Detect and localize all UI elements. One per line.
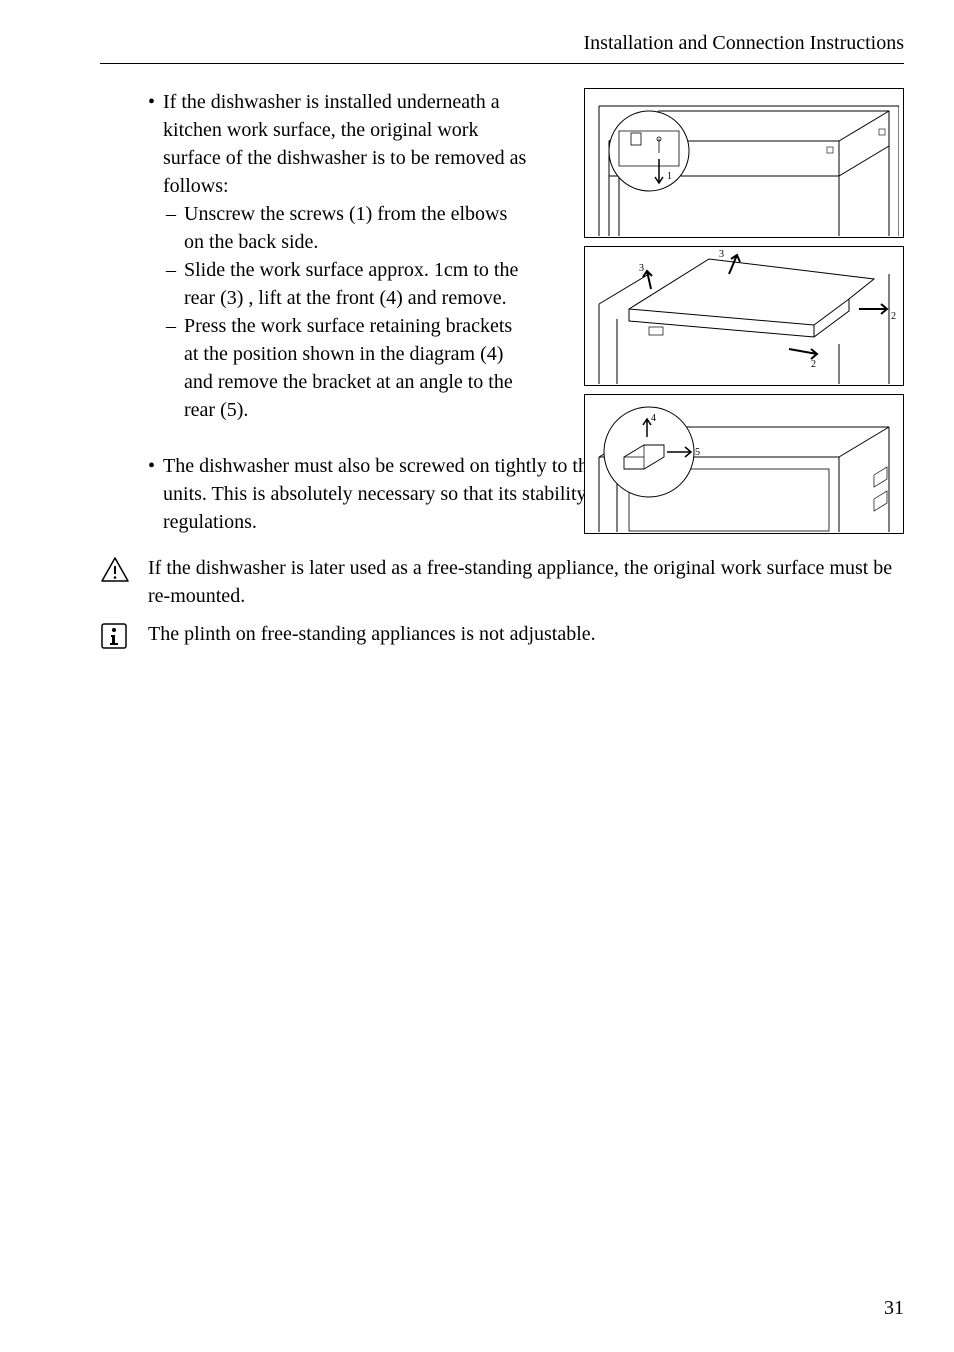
diagram-3-label-5: 5 [695, 447, 700, 458]
bullet-text-1: If the dishwasher is installed underneat… [163, 88, 528, 200]
info-icon [100, 622, 128, 650]
page-number: 31 [884, 1297, 904, 1320]
info-text: The plinth on free-standing appliances i… [148, 620, 904, 648]
sub-text-1: Unscrew the screws (1) from the elbows o… [184, 200, 528, 256]
instruction-block-1: • If the dishwasher is installed underne… [148, 88, 528, 424]
diagram-2-label-3a: 3 [639, 263, 644, 274]
sub-text-2: Slide the work surface approx. 1cm to th… [184, 256, 528, 312]
diagram-2-label-3b: 3 [719, 249, 724, 260]
dash-marker: – [166, 312, 176, 340]
warning-icon [100, 556, 130, 584]
header-title: Installation and Connection Instructions [100, 32, 904, 55]
diagram-2: 3 3 2 2 [584, 246, 904, 386]
diagram-2-label-2a: 2 [811, 359, 816, 370]
warning-text: If the dishwasher is later used as a fre… [148, 554, 904, 610]
diagram-column: 1 [584, 88, 904, 542]
diagram-3: 4 5 [584, 394, 904, 534]
header-rule [100, 63, 904, 64]
diagram-1: 1 [584, 88, 904, 238]
diagram-3-label-4: 4 [651, 413, 656, 424]
sub-text-3: Press the work surface retaining bracket… [184, 312, 528, 424]
diagram-2-label-2b: 2 [891, 311, 896, 322]
bullet-marker: • [148, 452, 155, 480]
dash-marker: – [166, 256, 176, 284]
dash-marker: – [166, 200, 176, 228]
diagram-1-label-1: 1 [667, 171, 672, 182]
bullet-marker: • [148, 88, 155, 116]
